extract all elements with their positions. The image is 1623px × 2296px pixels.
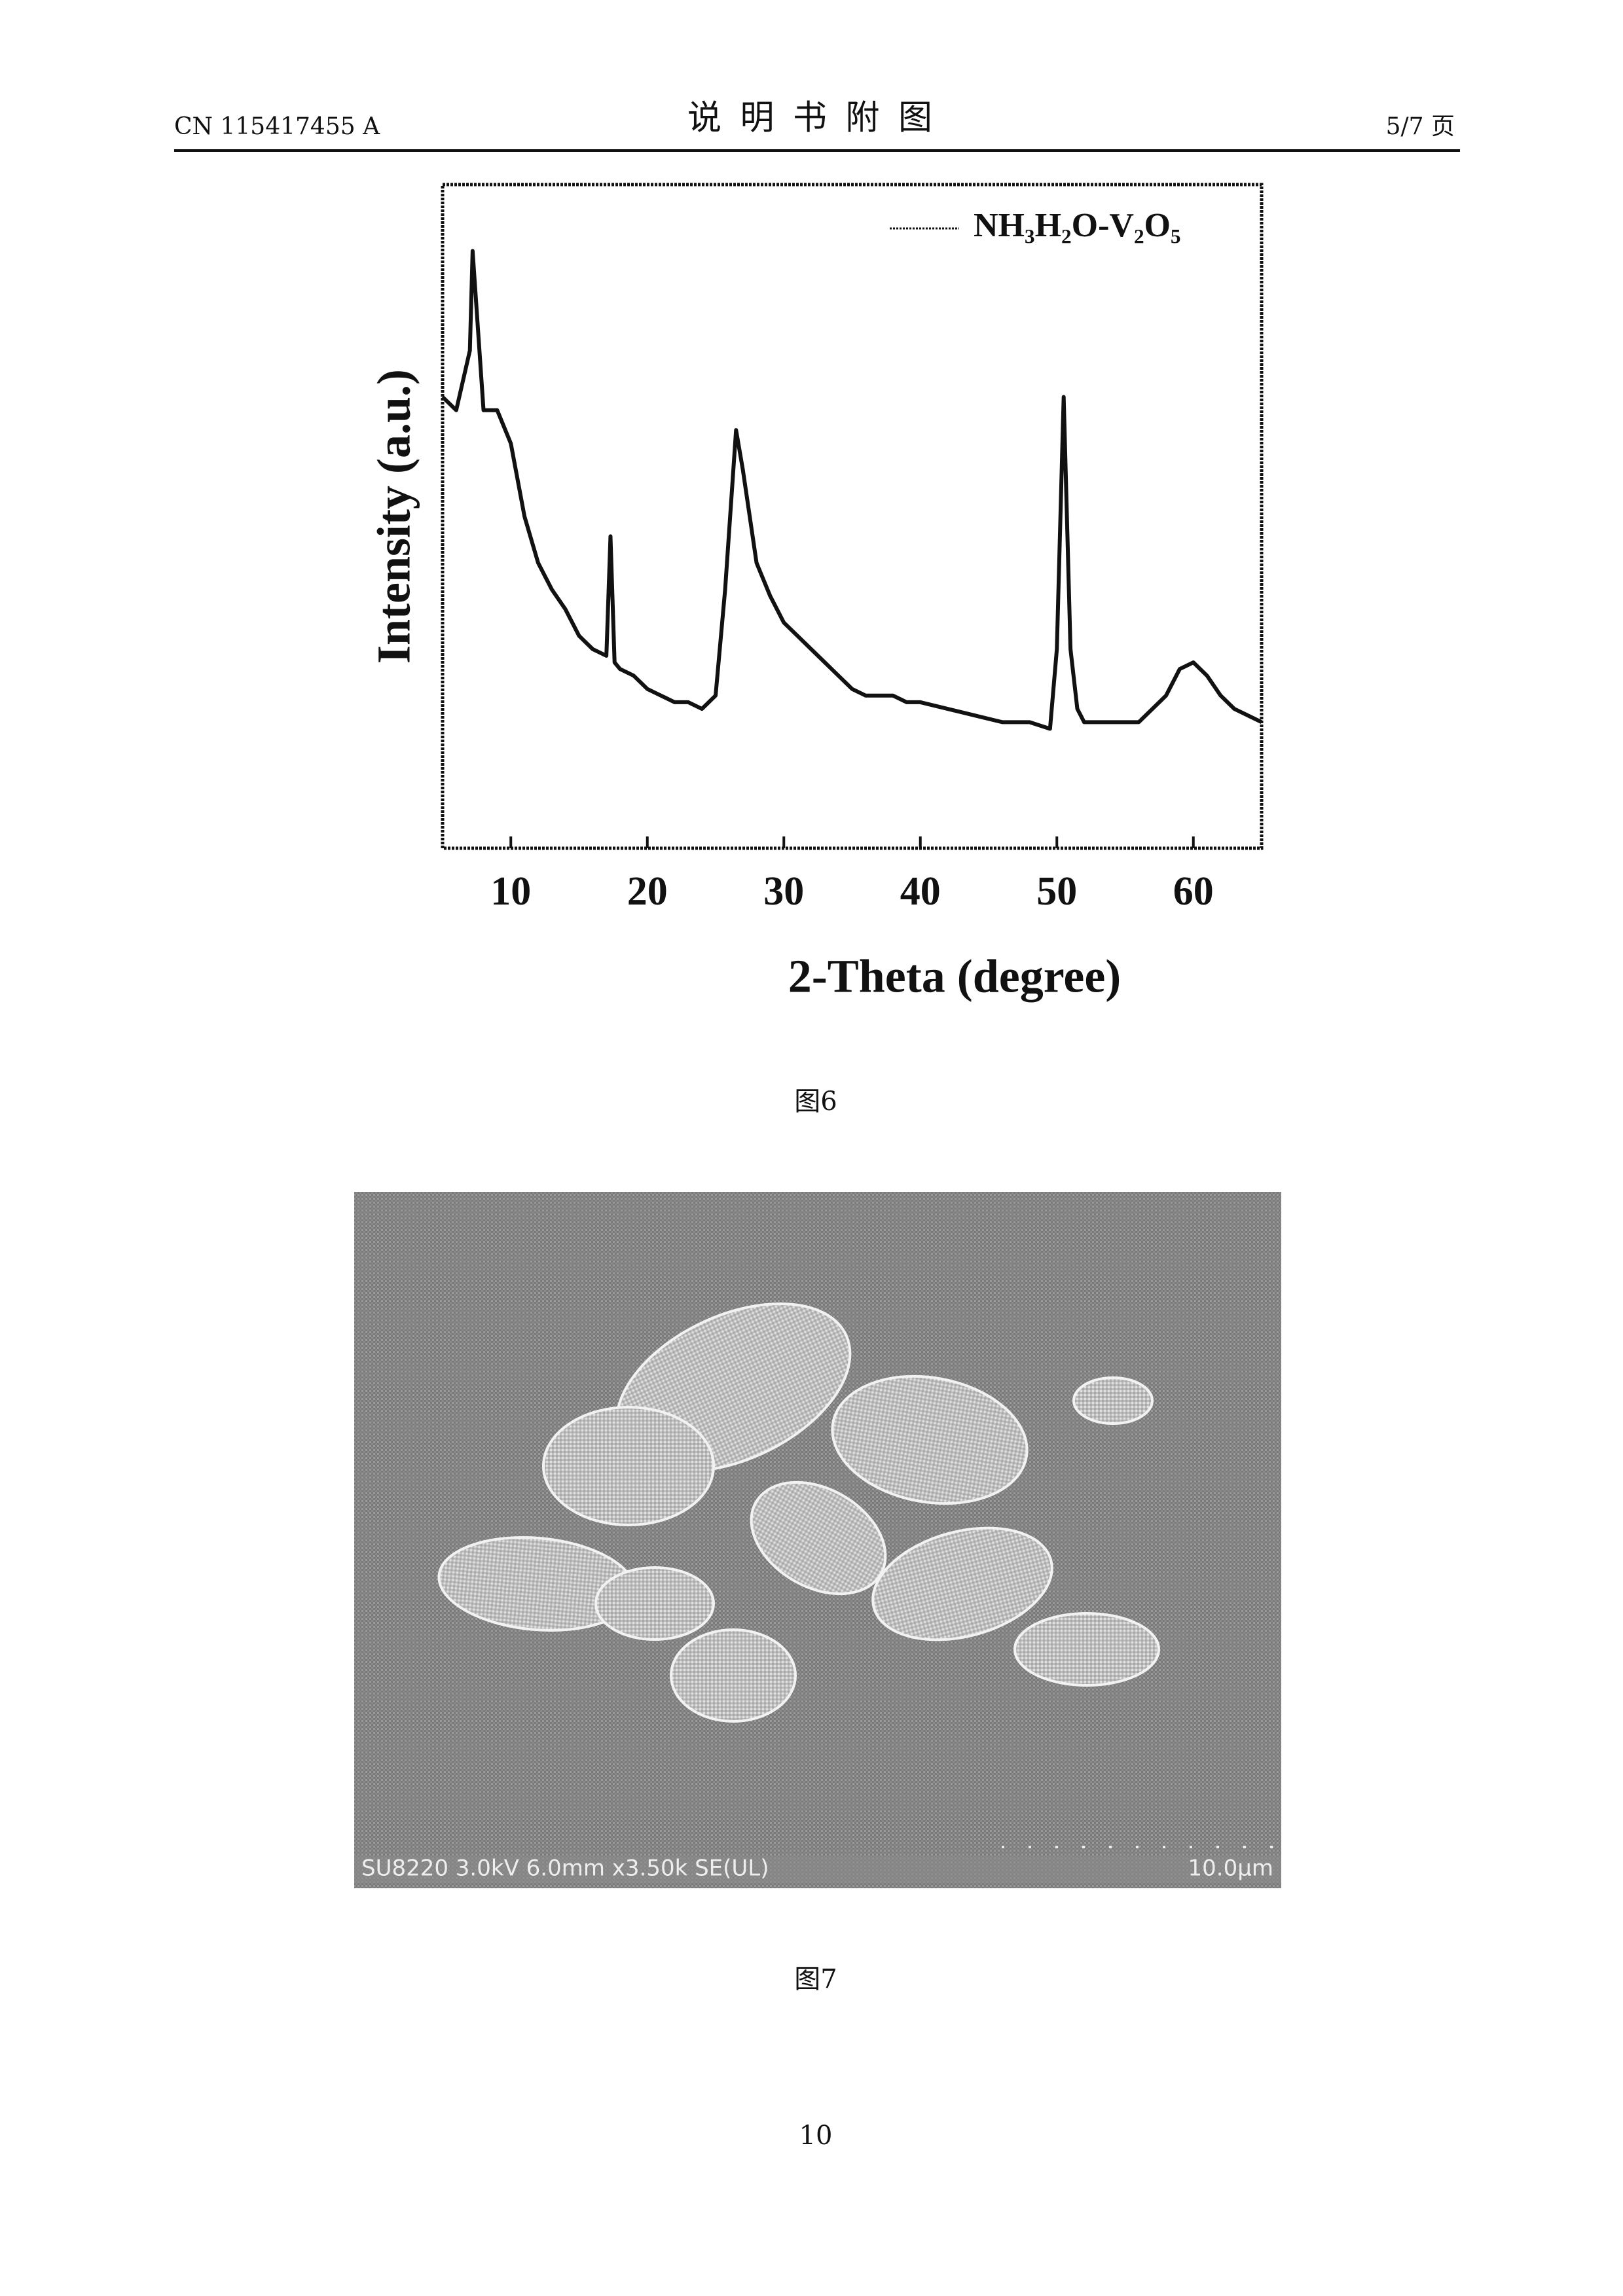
- page-number: 10: [799, 2121, 833, 2151]
- sem-info: SU8220 3.0kV 6.0mm x3.50k SE(UL): [361, 1856, 769, 1882]
- header-title: 说 明 书 附 图: [687, 99, 936, 138]
- scale-bar-label: 10.0μm: [1188, 1856, 1273, 1882]
- figure-caption: 图6: [794, 1086, 837, 1117]
- patent-number: CN 115417455 A: [174, 113, 380, 140]
- y-axis-label: Intensity (a.u.): [368, 369, 420, 664]
- xrd-chart: 2-Theta (degree) Intensity (a.u.) 10 20 30…: [368, 183, 1264, 1003]
- x-tick-label: 40: [900, 869, 941, 914]
- particles: [437, 1302, 1160, 1723]
- x-tick-label: 50: [1036, 869, 1077, 914]
- figure-caption: 图7: [794, 1964, 837, 1994]
- x-tick-label: 20: [627, 869, 668, 914]
- data-line: [441, 249, 1263, 731]
- x-tick-label: 30: [763, 869, 804, 914]
- plot-frame: [441, 183, 1264, 850]
- legend-label: NH₃H₂O-V₂O₅: [974, 207, 1181, 244]
- x-tick-label: 60: [1173, 869, 1214, 914]
- page-count: 5/7 页: [1386, 113, 1455, 140]
- x-axis-label: 2-Theta (degree): [788, 950, 1122, 1003]
- info-bar: [354, 1856, 1281, 1883]
- sem-image: SU8220 3.0kV 6.0mm x3.50k SE(UL) 10.0μm: [354, 1192, 1281, 1888]
- x-tick-label: 10: [490, 869, 531, 914]
